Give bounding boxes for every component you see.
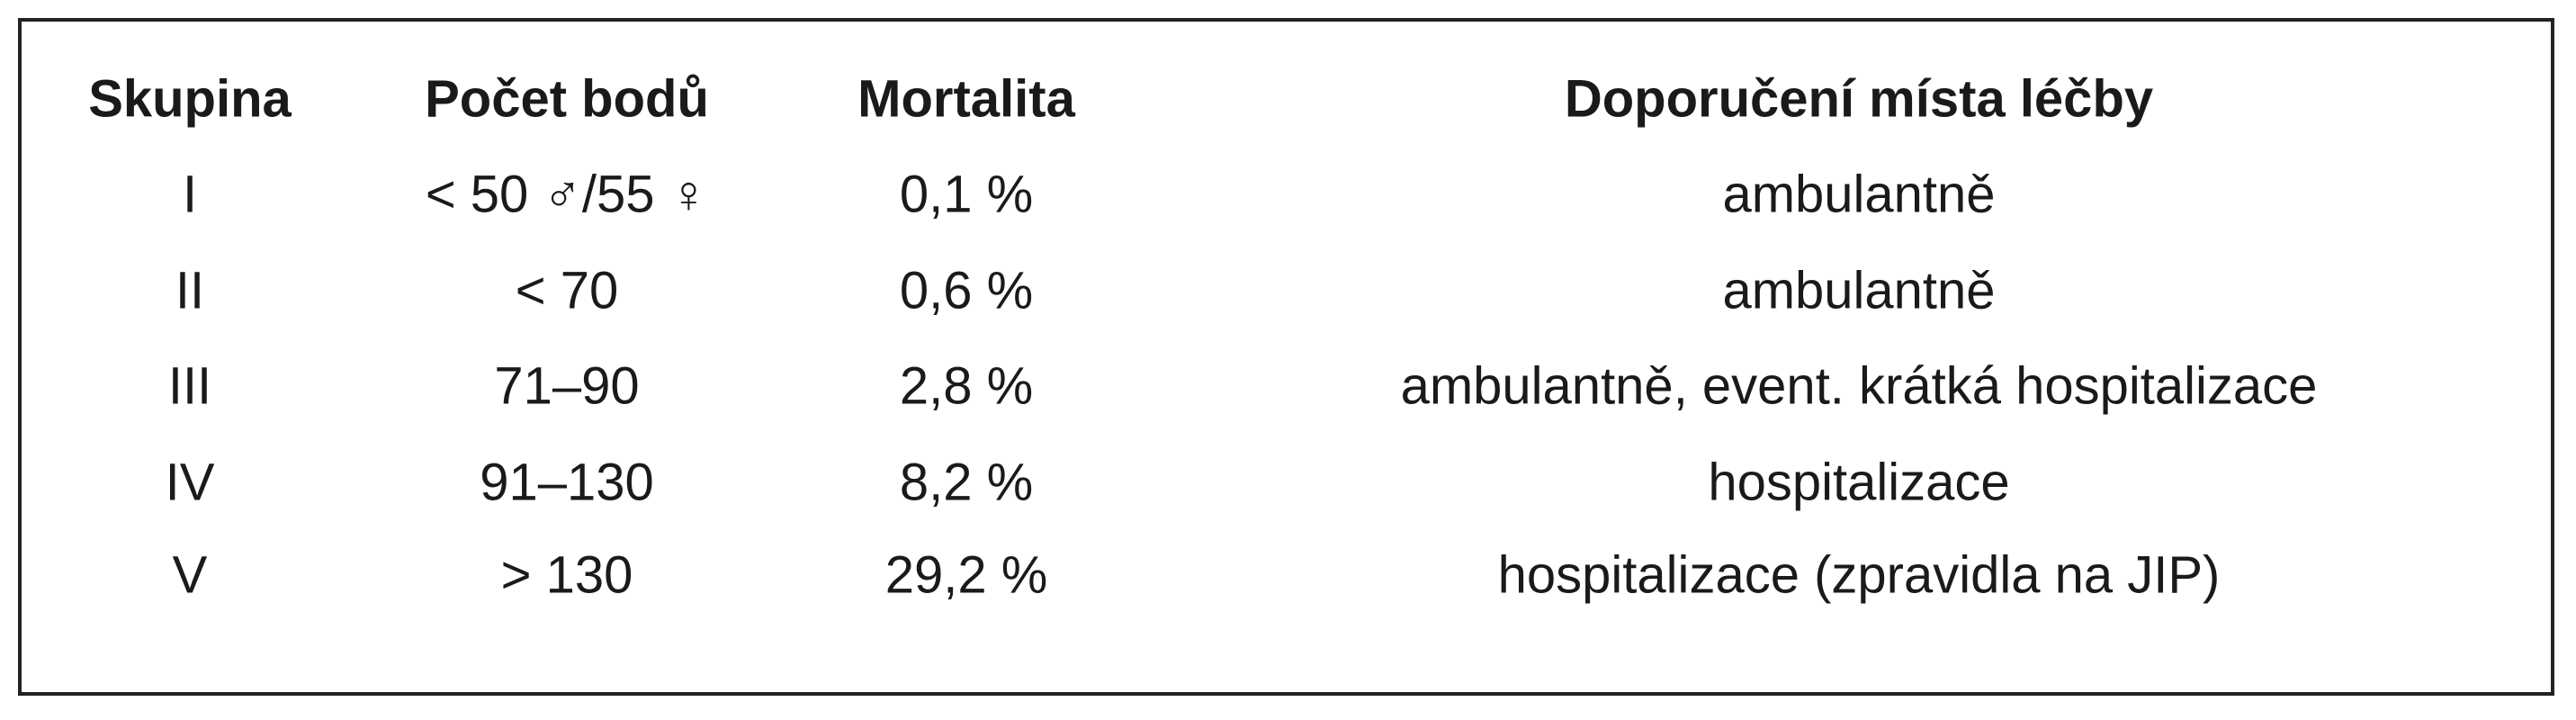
header-cell: Mortalita [857, 69, 1075, 128]
table-cell: < 50 ♂/55 ♀ [426, 165, 708, 223]
table-cell: 0,1 % [900, 165, 1033, 223]
table-cell: 8,2 % [900, 453, 1033, 511]
table-cell: III [168, 356, 211, 415]
header-cell: Doporučení místa léčby [1565, 69, 2153, 128]
table-cell: II [175, 261, 204, 320]
table-cell: 2,8 % [900, 356, 1033, 415]
table-cell: > 130 [501, 545, 633, 604]
table-cell: hospitalizace (zpravidla na JIP) [1498, 545, 2221, 604]
table-cell: 0,6 % [900, 261, 1033, 320]
table-cell: 91–130 [480, 453, 654, 511]
table-cell: hospitalizace [1708, 453, 2009, 511]
table-cell: 71–90 [494, 356, 639, 415]
table-cell: IV [166, 453, 215, 511]
table-cell: ambulantně [1722, 165, 1995, 223]
table-border [18, 18, 2554, 696]
table-cell: 29,2 % [885, 545, 1048, 604]
table-cell: < 70 [516, 261, 619, 320]
table-cell: I [183, 165, 197, 223]
header-cell: Počet bodů [425, 69, 709, 128]
table-cell: ambulantně [1722, 261, 1995, 320]
table-cell: V [173, 545, 208, 604]
table-cell: ambulantně, event. krátká hospitalizace [1401, 356, 2318, 415]
header-cell: Skupina [88, 69, 292, 128]
